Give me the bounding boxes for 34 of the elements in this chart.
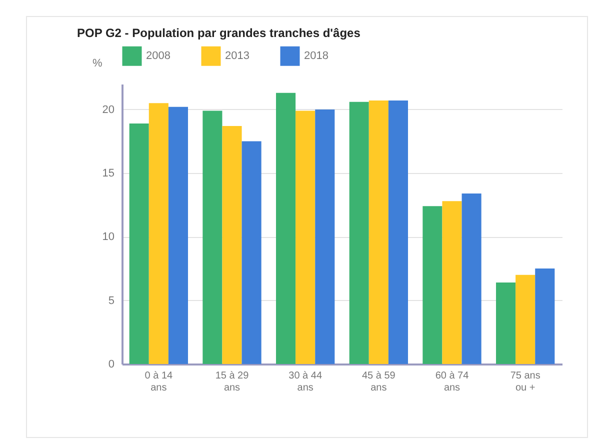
bar (129, 123, 149, 364)
bar (462, 193, 482, 364)
y-tick-label: 20 (102, 104, 114, 116)
bar (535, 268, 555, 364)
bar (388, 100, 408, 364)
bar (368, 100, 388, 364)
bar (202, 110, 222, 364)
chart-title: POP G2 - Population par grandes tranches d'âges (77, 26, 361, 40)
y-tick-label: 0 (108, 358, 114, 370)
bar (276, 92, 296, 364)
bar (422, 206, 442, 364)
bar (168, 106, 188, 364)
x-tick-label: 75 ans ou + (510, 370, 540, 394)
bar (222, 126, 242, 364)
bar (442, 201, 462, 364)
legend-label: 2008 (146, 50, 170, 62)
x-tick-label: 45 à 59 ans (362, 370, 396, 394)
bar (148, 103, 168, 364)
bar (296, 110, 316, 364)
y-axis-title: % (92, 58, 102, 70)
bar (315, 109, 335, 364)
x-tick-label: 60 à 74 ans (435, 370, 470, 394)
legend-label: 2013 (225, 50, 250, 62)
bar (516, 274, 536, 364)
bar (349, 102, 369, 364)
y-tick-label: 15 (102, 168, 114, 180)
legend-label: 2018 (304, 50, 328, 62)
y-tick-label: 10 (102, 231, 114, 244)
bar (242, 141, 262, 364)
x-tick-label: 0 à 14 ans (144, 370, 173, 394)
bar (496, 282, 516, 364)
x-tick-label: 30 à 44 ans (288, 370, 322, 394)
y-tick-label: 5 (108, 294, 114, 307)
x-tick-label: 15 à 29 ans (215, 370, 250, 394)
